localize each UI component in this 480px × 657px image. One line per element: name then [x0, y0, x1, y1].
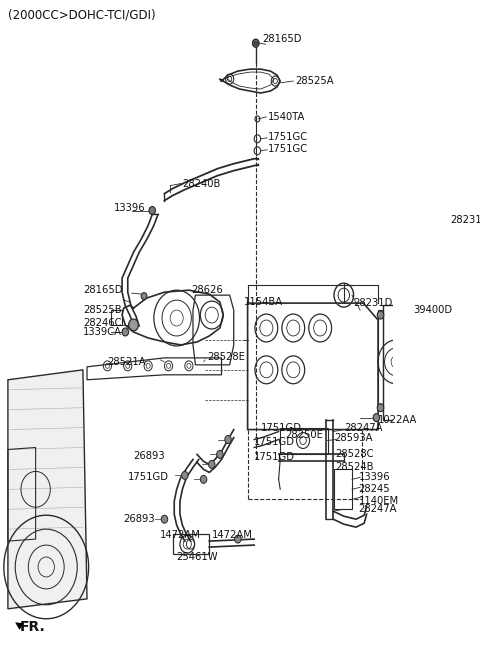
Text: FR.: FR.	[19, 620, 45, 634]
Polygon shape	[8, 370, 87, 609]
Text: 1540TA: 1540TA	[268, 112, 305, 122]
Text: 28528E: 28528E	[208, 352, 246, 362]
Text: 1751GD: 1751GD	[261, 422, 301, 432]
Text: 28250E: 28250E	[285, 430, 323, 440]
Text: 28165D: 28165D	[83, 285, 122, 295]
Circle shape	[122, 328, 129, 336]
Text: 1154BA: 1154BA	[244, 297, 284, 307]
Text: 1339CA: 1339CA	[83, 327, 122, 337]
Circle shape	[208, 461, 215, 468]
Circle shape	[373, 414, 380, 422]
Text: 28247A: 28247A	[344, 422, 382, 432]
Circle shape	[129, 319, 138, 331]
Circle shape	[149, 206, 156, 214]
Text: 28524B: 28524B	[336, 463, 374, 472]
Text: 13396: 13396	[359, 472, 390, 482]
Text: 1751GD: 1751GD	[128, 472, 169, 482]
Text: 28525A: 28525A	[295, 76, 334, 86]
Text: 28521A: 28521A	[108, 357, 146, 367]
Text: 28247A: 28247A	[359, 504, 397, 514]
Text: 13396: 13396	[114, 202, 145, 212]
Circle shape	[141, 292, 147, 300]
Text: (2000CC>DOHC-TCI/GDI): (2000CC>DOHC-TCI/GDI)	[8, 9, 156, 22]
Text: 1751GC: 1751GC	[268, 144, 308, 154]
Circle shape	[235, 535, 241, 543]
Text: 28246C: 28246C	[83, 318, 121, 328]
Text: 28593A: 28593A	[334, 432, 372, 443]
Circle shape	[254, 41, 257, 45]
Circle shape	[377, 403, 384, 412]
Text: 28245: 28245	[359, 484, 390, 494]
Text: 39400D: 39400D	[413, 305, 452, 315]
Text: 28231D: 28231D	[354, 298, 393, 308]
Text: 28528C: 28528C	[336, 449, 374, 459]
Text: 26893: 26893	[124, 514, 156, 524]
Text: 1751GC: 1751GC	[268, 132, 308, 142]
Text: 28165D: 28165D	[262, 34, 302, 44]
Circle shape	[225, 436, 231, 443]
Text: 1472AM: 1472AM	[212, 530, 252, 540]
Text: 28525B: 28525B	[83, 305, 121, 315]
Circle shape	[200, 476, 207, 484]
Text: 26893: 26893	[133, 451, 165, 461]
Text: 1022AA: 1022AA	[378, 415, 418, 424]
Text: 28626: 28626	[192, 285, 223, 295]
Circle shape	[216, 451, 223, 459]
Circle shape	[161, 515, 168, 523]
Text: 28231: 28231	[450, 215, 480, 225]
Text: 1751GD: 1751GD	[254, 436, 295, 447]
Text: 1140EM: 1140EM	[359, 496, 398, 507]
Text: 1751GD: 1751GD	[254, 453, 295, 463]
Circle shape	[181, 471, 188, 480]
Circle shape	[252, 39, 259, 47]
Text: 1472AM: 1472AM	[160, 530, 201, 540]
Text: 25461W: 25461W	[177, 552, 218, 562]
Text: 28240B: 28240B	[182, 179, 221, 189]
Circle shape	[377, 311, 384, 319]
